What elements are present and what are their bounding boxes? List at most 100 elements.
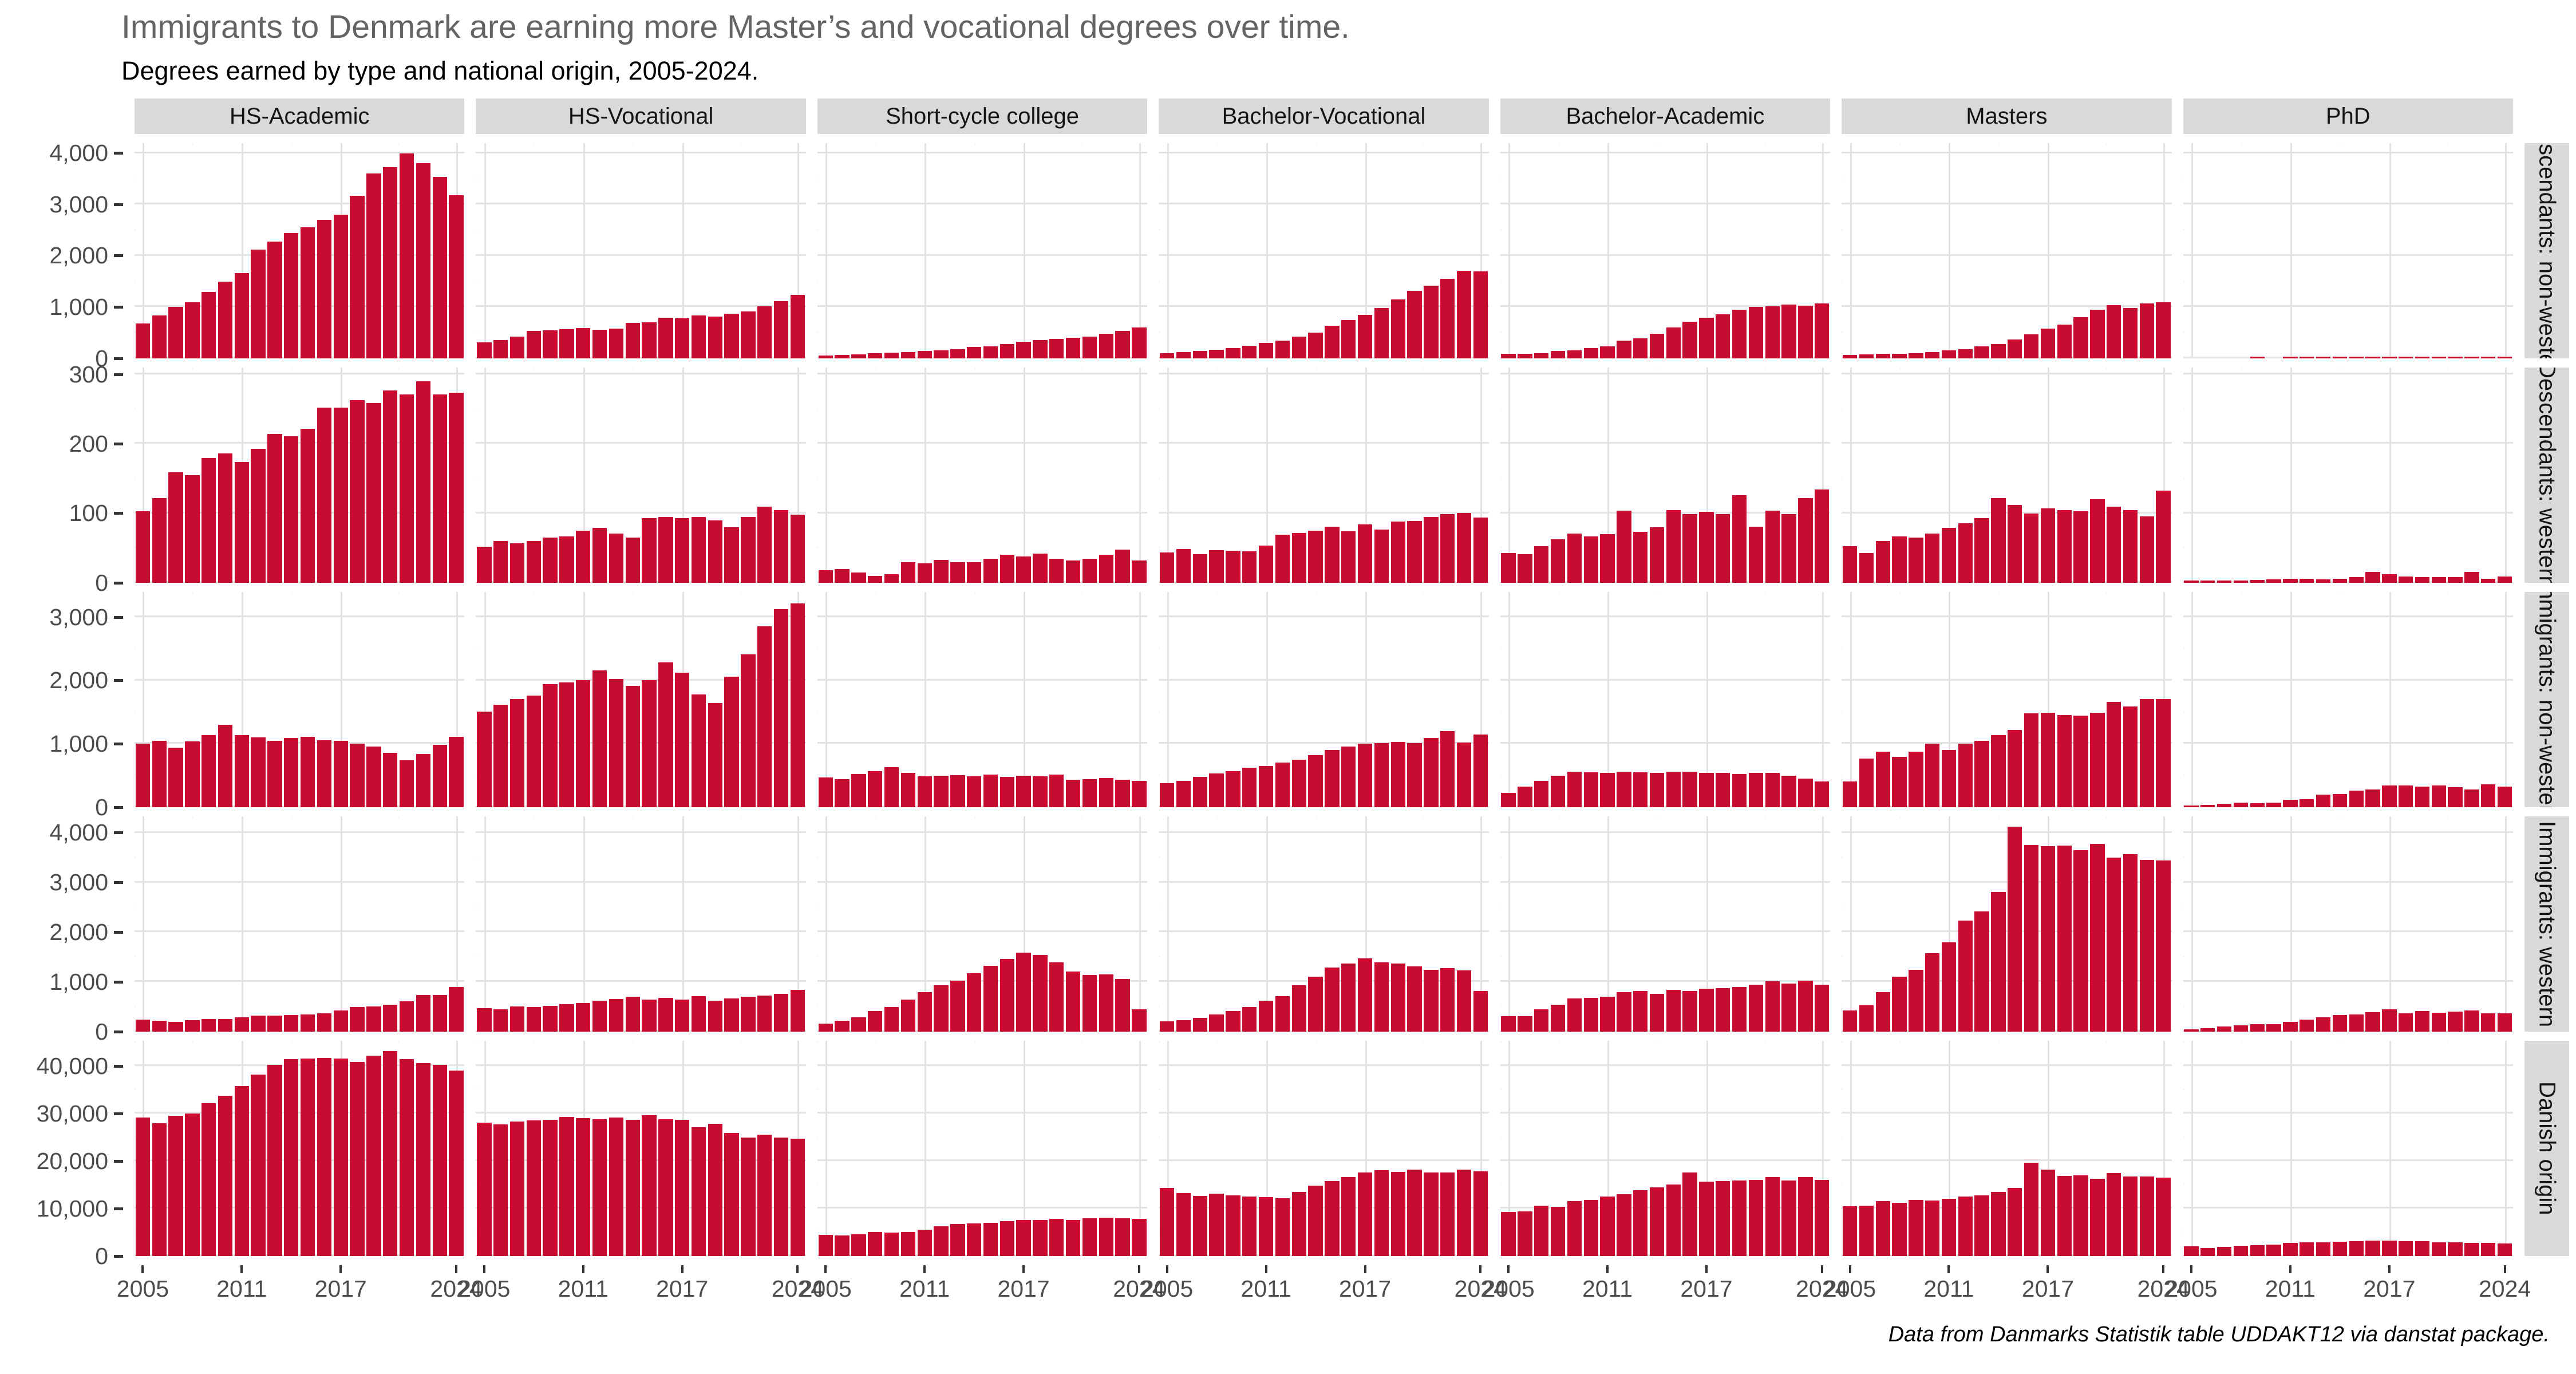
panel-immigrants-non-western-bachelor-academic (1500, 592, 1831, 807)
gridline-major-v (1167, 1041, 1169, 1256)
bar-2024 (2156, 302, 2171, 358)
gridline-major-h (476, 581, 806, 583)
gridline-minor-h (2183, 856, 2184, 858)
bar-2022 (1781, 305, 1796, 358)
bar-2015 (300, 736, 315, 807)
gridline-major-v (825, 816, 828, 1032)
bar-2005 (135, 1019, 151, 1032)
bar-2015 (1666, 990, 1681, 1032)
bar-2023 (1456, 1169, 1472, 1256)
gridline-minor-v (398, 368, 400, 369)
bar-2005 (1160, 353, 1175, 358)
gridline-minor-v (974, 143, 975, 144)
x-axis: 2005 2011 2017 2024 (1141, 1265, 1507, 1302)
gridline-major-v (1607, 143, 1610, 358)
bar-2011 (1941, 749, 1957, 807)
gridline-minor-v (1315, 368, 1317, 369)
panel-descendants-western-phd (2183, 368, 2513, 583)
panel-danish-origin-hs-academic (135, 1041, 465, 1256)
y-tick-label: 0 (95, 345, 108, 372)
bar-2005 (1501, 1212, 1516, 1256)
y-tick-mark (114, 442, 123, 445)
bar-2019 (1049, 962, 1064, 1032)
gridline-major-v (242, 143, 244, 358)
gridline-major-v (1949, 1041, 1951, 1256)
bar-2024 (790, 515, 805, 583)
gridline-major-h (2183, 357, 2513, 358)
y-tick-label: 10,000 (36, 1195, 108, 1222)
gridline-major-h (135, 742, 465, 744)
x-tick-mark (483, 1265, 485, 1273)
gridline-minor-v (398, 816, 400, 818)
x-tick-label: 2017 (2363, 1276, 2416, 1302)
bar-2015 (1666, 1184, 1681, 1256)
bar-2006 (493, 339, 508, 358)
bar-2016 (2365, 571, 2380, 583)
bar-2016 (1682, 514, 1697, 583)
bar-2014 (1991, 498, 2006, 583)
bar-2019 (1049, 775, 1064, 807)
gridline-major-h (1842, 254, 2172, 256)
bar-2015 (300, 428, 315, 583)
bar-2009 (1226, 771, 1240, 807)
gridline-minor-h (2183, 906, 2184, 907)
gridline-minor-v (291, 143, 293, 144)
gridline-major-h (1159, 442, 1489, 444)
bar-2009 (543, 1120, 558, 1256)
gridline-minor-v (1315, 1041, 1317, 1042)
bar-2020 (383, 1051, 398, 1256)
gridline-major-v (1706, 816, 1708, 1032)
gridline-minor-h (2183, 956, 2184, 957)
gridline-minor-h (2183, 1041, 2184, 1043)
bar-2017 (2040, 508, 2056, 583)
bar-2006 (835, 1021, 850, 1032)
bar-2021 (399, 1059, 414, 1256)
bar-2005 (1160, 552, 1175, 583)
gridline-minor-h (1500, 477, 1502, 479)
bar-2005 (1842, 781, 1858, 807)
gridline-major-v (1167, 368, 1169, 583)
gridline-major-h (817, 1112, 1148, 1114)
bar-2013 (1633, 338, 1648, 358)
gridline-minor-v (1558, 592, 1559, 593)
bar-2012 (1617, 772, 1631, 807)
bar-2011 (1258, 1000, 1274, 1032)
gridline-minor-h (1500, 711, 1502, 713)
gridline-minor-h (2183, 1136, 2184, 1138)
bar-2017 (333, 215, 348, 358)
bar-2023 (432, 994, 447, 1032)
gridline-minor-h (817, 408, 819, 409)
bar-2010 (559, 1004, 574, 1032)
gridline-minor-h (1842, 956, 1843, 957)
gridline-major-h (817, 151, 1148, 153)
bar-2016 (999, 555, 1014, 583)
bar-2016 (2024, 713, 2039, 807)
bar-2011 (1258, 545, 1274, 583)
bar-2008 (1892, 353, 1907, 358)
bar-2015 (642, 680, 657, 807)
gridline-minor-h (1159, 774, 1160, 776)
gridline-minor-h (135, 1136, 136, 1138)
panel-danish-origin-bachelor-academic (1500, 1041, 1831, 1256)
gridline-major-h (476, 203, 806, 205)
gridline-minor-h (1159, 1005, 1160, 1007)
gridline-minor-v (2241, 368, 2242, 369)
gridline-major-v (1822, 592, 1824, 807)
y-tick: 1,000 (49, 294, 123, 320)
bar-2009 (1909, 538, 1923, 583)
bar-2020 (2090, 499, 2105, 583)
bar-2017 (1357, 314, 1373, 358)
bar-2018 (2057, 1175, 2072, 1256)
bar-2005 (1160, 1188, 1175, 1256)
bar-2007 (1192, 554, 1207, 583)
gridline-major-v (1365, 816, 1367, 1032)
facet-row-strip: Danish origin (2524, 1041, 2569, 1256)
gridline-minor-v (1998, 368, 2000, 369)
bar-2021 (741, 311, 756, 358)
bar-2021 (741, 997, 756, 1032)
gridline-minor-v (1216, 592, 1218, 593)
bar-2021 (2448, 1242, 2463, 1256)
gridline-major-h (476, 1030, 806, 1032)
bar-2014 (1308, 977, 1323, 1032)
gridline-major-v (1139, 368, 1141, 583)
